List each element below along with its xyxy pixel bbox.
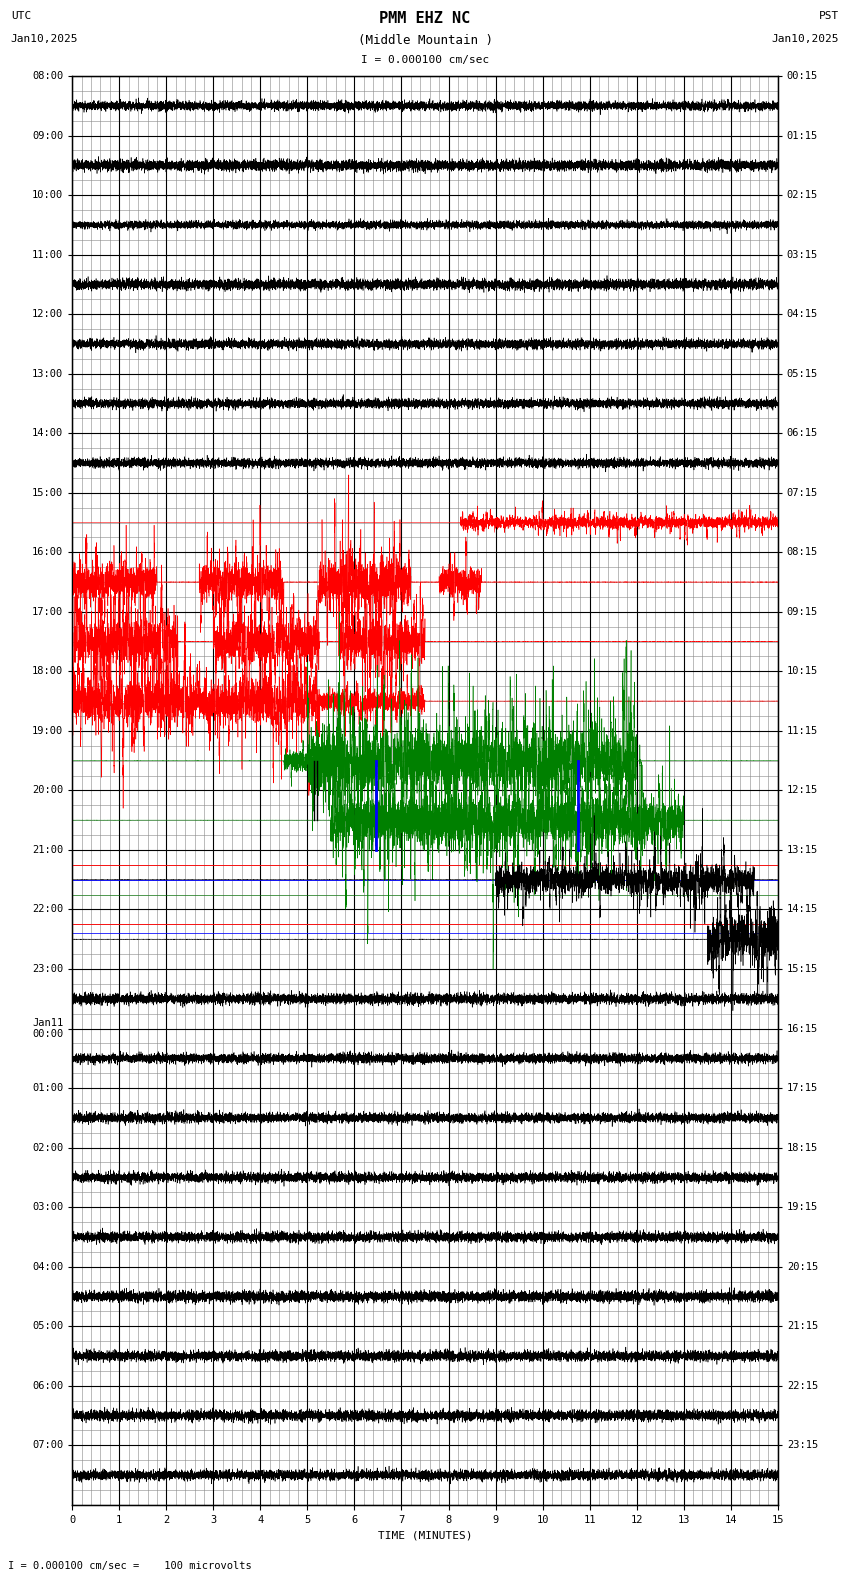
Text: Jan10,2025: Jan10,2025 <box>772 35 839 44</box>
Text: PST: PST <box>819 11 839 22</box>
X-axis label: TIME (MINUTES): TIME (MINUTES) <box>377 1530 473 1540</box>
Text: PMM EHZ NC: PMM EHZ NC <box>379 11 471 27</box>
Text: UTC: UTC <box>11 11 31 22</box>
Text: Jan10,2025: Jan10,2025 <box>11 35 78 44</box>
Text: I = 0.000100 cm/sec: I = 0.000100 cm/sec <box>361 55 489 65</box>
Text: (Middle Mountain ): (Middle Mountain ) <box>358 35 492 48</box>
Text: I = 0.000100 cm/sec =    100 microvolts: I = 0.000100 cm/sec = 100 microvolts <box>8 1562 252 1571</box>
